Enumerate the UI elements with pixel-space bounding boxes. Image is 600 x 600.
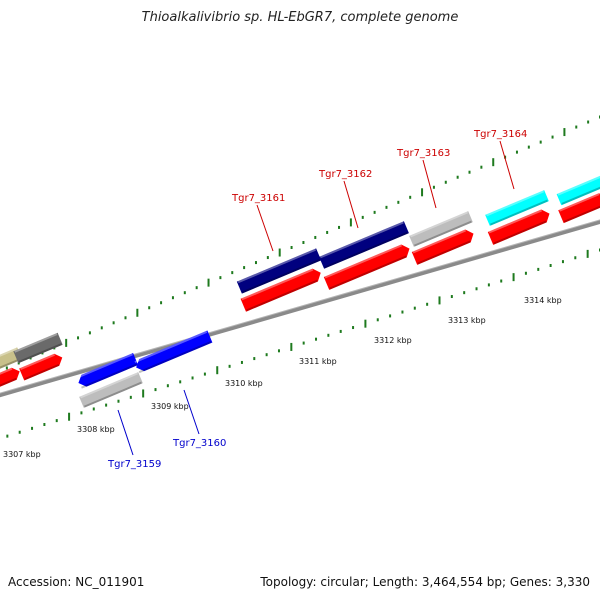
gene-tgr7-3163-shade [413,220,472,247]
gene-tgr7-3164-highlight [486,190,545,217]
gene-tgr7-3161-shade [242,258,321,294]
gene-tgr7-3164-shade [489,199,548,226]
gene-tgr7-3162 [319,221,409,269]
cds-red-e-body [558,193,600,224]
gene-label-top: Tgr7_3163 [396,148,450,159]
gene-khaki [0,347,23,373]
genome-backbone [0,219,600,398]
gene-darkgray [13,332,63,364]
backbone-highlight [0,219,600,394]
cds-red-a [240,268,321,312]
cds-red-c-shade [417,240,471,265]
gene-tgr7-3163 [409,211,473,247]
cds-red-a-body [240,268,321,312]
gene-label-leader [256,204,274,252]
cds-red-left-b-body [19,353,63,381]
gene-gray-lower-highlight [80,372,139,399]
gene-tgr7-3164-body [485,190,549,226]
cds-red-d-body [487,209,550,245]
cds-red-left-a-highlight [0,367,13,381]
gene-label-top: Tgr7_3164 [473,129,527,140]
gene-darkgray-highlight [14,333,58,353]
gene-gray-lower [79,372,143,408]
cds-red-d-shade [493,220,547,245]
gene-tgr7-3162-highlight [319,221,404,259]
cds-red-left-b-shade [24,363,60,381]
gene-tgr7-3159-highlight [76,353,133,379]
gene-label-leader [499,140,515,190]
cds-red-b [323,244,410,290]
cds-red-left-a-shade [0,377,17,391]
gene-cyan-right-highlight [557,175,600,196]
genome-summary-text: Topology: circular; Length: 3,464,554 bp… [260,575,590,589]
gene-tgr7-3163-highlight [410,211,469,238]
cds-red-left-b [19,353,63,381]
gene-tgr7-3164 [485,190,549,226]
gene-label-leader [422,159,437,209]
gene-darkgray-body [13,332,63,364]
gene-tgr7-3160-highlight [134,330,208,363]
gene-label-top: Tgr7_3161 [231,193,285,204]
kbp-label: 3307 kbp [3,450,41,459]
map-title: Thioalkalivibrio sp. HL-EbGR7, complete … [141,10,459,25]
gene-tgr7-3161-body [236,248,322,294]
kbp-label: 3312 kbp [374,336,412,345]
cds-red-c-body [411,229,474,265]
cds-red-left-a-body [0,367,20,391]
gene-label-bottom: Tgr7_3159 [107,459,161,470]
gene-cyan-right [556,174,600,206]
cds-red-d-highlight [488,209,543,234]
gene-tgr7-3160-shade [138,341,212,374]
cds-red-c-highlight [412,229,467,254]
kbp-label: 3311 kbp [299,357,337,366]
cds-red-b-body [323,244,410,290]
cds-red-a-highlight [241,268,314,301]
cds-red-left-b-highlight [20,353,56,370]
cds-red-left-a [0,367,20,391]
kbp-label: 3308 kbp [77,425,115,434]
gene-cyan-right-shade [561,184,600,205]
gene-cyan-right-body [556,174,600,206]
kbp-label: 3310 kbp [225,379,263,388]
gene-tgr7-3159-body [78,353,139,387]
gene-khaki-body [0,347,23,373]
gene-tgr7-3162-shade [324,231,409,269]
cds-red-e-shade [563,204,600,223]
gene-label-leader [183,389,200,435]
gene-tgr7-3159-shade [81,363,138,389]
gene-tgr7-3160 [134,330,213,374]
cds-red-c [411,229,474,265]
cds-red-e [558,193,600,224]
gene-tgr7-3159 [76,353,139,389]
cds-red-b-highlight [324,244,403,279]
gene-khaki-shade [0,357,22,373]
cds-red-a-shade [246,279,318,312]
gene-label-top: Tgr7_3162 [318,169,372,180]
accession-text: Accession: NC_011901 [8,575,145,589]
backbone-line [0,219,600,398]
cds-red-d [487,209,550,245]
kbp-label: 3313 kbp [448,316,486,325]
gene-gray-lower-shade [83,381,142,408]
kbp-label: 3309 kbp [151,402,189,411]
gene-darkgray-shade [18,343,62,363]
cds-red-e-highlight [559,193,600,212]
gene-gray-lower-body [79,372,143,408]
gene-tgr7-3160-body [136,330,213,372]
gene-tgr7-3161-highlight [237,248,316,284]
gene-khaki-highlight [0,347,18,363]
gene-label-leader [117,409,134,456]
gene-tgr7-3163-body [409,211,473,247]
feature-layer [0,174,600,408]
label-layer: 3307 kbp 3308 kbp 3309 kbp 3310 kbp 3311 kbp… [3,129,562,470]
gene-label-bottom: Tgr7_3160 [172,438,226,449]
cds-red-b-shade [329,255,407,290]
gene-label-leader [343,180,359,229]
gene-tgr7-3161 [236,248,322,294]
kbp-label: 3314 kbp [524,296,562,305]
gene-tgr7-3162-body [319,221,409,269]
